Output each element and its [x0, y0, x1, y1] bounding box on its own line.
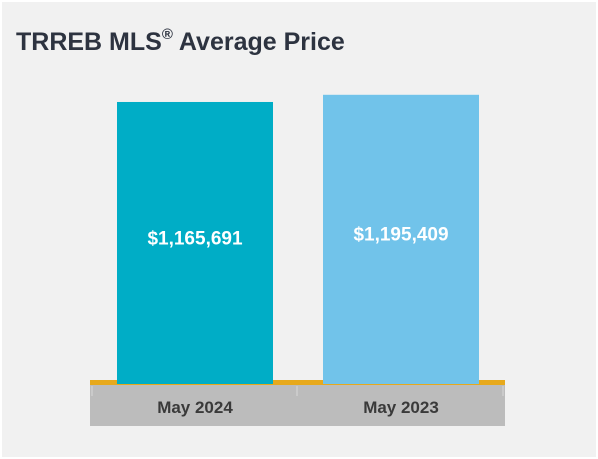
data-label: $1,195,409: [353, 225, 448, 246]
registered-mark: ®: [161, 26, 173, 43]
data-label: $1,165,691: [147, 228, 243, 249]
x-axis-line: [90, 380, 505, 385]
category-label: May 2024: [157, 398, 233, 417]
bar: [323, 94, 479, 384]
chart-title: TRREB MLS® Average Price: [16, 26, 345, 56]
category-label: May 2023: [363, 398, 439, 417]
bar: [117, 101, 273, 385]
